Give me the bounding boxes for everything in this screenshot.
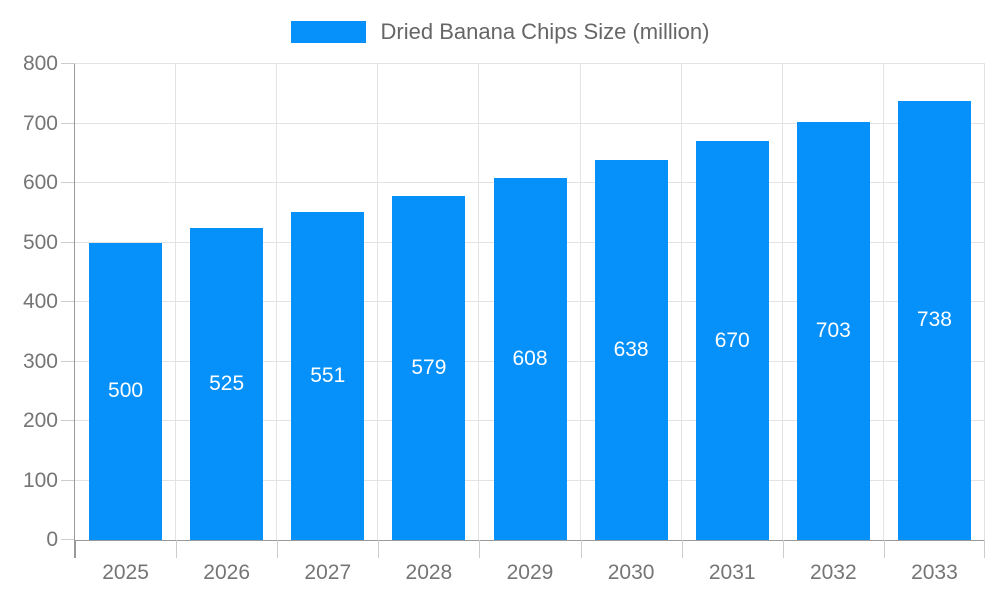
x-axis-tick (984, 540, 985, 558)
plot-area: 500 525 551 579 608 638 670 703 738 (74, 63, 985, 558)
y-axis-tick-label: 0 (46, 528, 58, 551)
bar-2032[interactable]: 703 (796, 121, 870, 540)
x-axis-tick-label: 2027 (304, 561, 352, 584)
legend[interactable]: Dried Banana Chips Size (million) (0, 20, 1000, 44)
gridline-horizontal (75, 122, 985, 124)
legend-label: Dried Banana Chips Size (million) (380, 19, 710, 44)
gridline-vertical (882, 64, 884, 540)
x-axis-tick-label: 2030 (607, 561, 655, 584)
bar-2029[interactable]: 608 (493, 178, 567, 540)
gridline-vertical (579, 64, 581, 540)
bar-2033[interactable]: 738 (897, 100, 971, 540)
x-axis-tick-label: 2025 (102, 561, 149, 584)
x-axis-tick-label: 2026 (203, 561, 251, 584)
y-axis-tick (61, 241, 75, 243)
y-axis-tick (61, 360, 75, 362)
y-axis-tick (61, 122, 75, 124)
bar-value-label: 500 (108, 379, 144, 403)
bar-value-label: 551 (310, 364, 346, 388)
x-axis-line (75, 540, 985, 541)
y-axis-tick (61, 63, 75, 64)
bar-value-label: 670 (714, 328, 750, 352)
legend-swatch-icon (290, 21, 366, 43)
gridline-vertical (377, 64, 379, 540)
gridline-horizontal (75, 63, 985, 64)
y-axis-tick (61, 420, 75, 421)
x-axis-tick-label: 2033 (911, 561, 958, 584)
gridline-vertical (781, 64, 783, 540)
y-axis-tick (61, 182, 75, 183)
y-axis-tick (61, 539, 75, 540)
bar-value-label: 608 (512, 347, 548, 371)
y-axis-tick (61, 479, 75, 481)
gridline-vertical (984, 64, 985, 540)
y-axis-tick-label: 500 (22, 230, 58, 254)
y-axis-tick-label: 200 (22, 409, 58, 432)
bar-value-label: 703 (815, 318, 851, 342)
bar-2027[interactable]: 551 (291, 212, 365, 540)
x-axis-tick (782, 540, 784, 558)
bar-2028[interactable]: 579 (392, 195, 466, 540)
y-axis-line (74, 64, 75, 558)
x-axis-tick (479, 540, 481, 558)
y-axis-tick-label: 300 (22, 349, 58, 373)
x-axis-tick-label: 2028 (405, 561, 453, 584)
y-axis-tick-label: 600 (22, 171, 58, 194)
x-axis-tick-label: 2031 (708, 561, 756, 584)
x-axis-tick-label: 2029 (506, 561, 554, 584)
bar-2031[interactable]: 670 (695, 141, 769, 540)
x-axis-tick (176, 540, 178, 558)
bar-2030[interactable]: 638 (594, 160, 668, 540)
y-axis-tick (61, 301, 75, 302)
gridline-vertical (478, 64, 480, 540)
gridline-vertical (276, 64, 278, 540)
y-axis-tick-label: 700 (22, 111, 58, 135)
gridline-vertical (175, 64, 177, 540)
x-axis-tick (681, 540, 683, 558)
x-axis-tick (378, 540, 380, 558)
gridline-vertical (680, 64, 682, 540)
y-axis-tick-label: 800 (22, 52, 58, 75)
bar-2026[interactable]: 525 (190, 227, 264, 540)
y-axis-tick-label: 100 (22, 468, 58, 492)
x-axis-tick (883, 540, 885, 558)
y-axis-tick-label: 400 (22, 290, 58, 313)
x-axis-tick-label: 2032 (809, 561, 857, 584)
x-axis-tick (75, 540, 76, 558)
bar-value-label: 738 (916, 308, 952, 332)
bar-value-label: 638 (613, 338, 649, 362)
bar-value-label: 525 (209, 371, 245, 395)
x-axis-tick (580, 540, 582, 558)
bar-2025[interactable]: 500 (89, 242, 163, 540)
x-axis-tick (277, 540, 279, 558)
bar-value-label: 579 (411, 355, 447, 379)
